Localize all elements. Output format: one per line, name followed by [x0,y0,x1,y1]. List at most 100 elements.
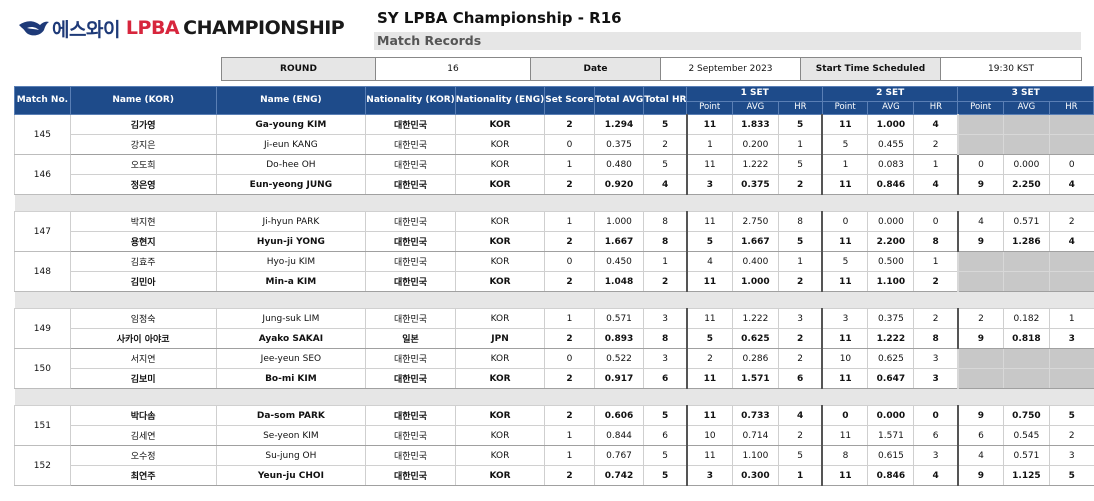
player-name-eng: Do-hee OH [215,154,366,175]
total-hr: 8 [643,211,687,232]
set3-point [956,271,1004,292]
set2-point: 5 [821,251,868,272]
player-row: 김민아 Min-a KIM 대한민국 KOR 2 1.048 2 11 1.000 2 11 1.10… [15,271,1094,292]
set3-point: 9 [956,174,1004,195]
nationality-kor: 대한민국 [365,154,456,175]
set-score: 2 [544,405,595,426]
set2-hr: 3 [913,348,958,369]
set-score: 2 [544,368,595,389]
set1-hr: 4 [777,405,823,426]
player-row: 146 오도희 Do-hee OH 대한민국 KOR 1 0.480 5 11 1.222 5 1 0.… [14,154,1094,195]
nationality-kor: 대한민국 [365,271,456,292]
col-header-set-score: Set Score [544,86,595,115]
set2-point: 1 [821,154,868,175]
set-score: 1 [544,445,595,466]
set3-point: 0 [956,154,1004,175]
total-avg: 0.480 [593,154,644,175]
player-name-eng: Su-jung OH [215,445,366,466]
player-name-eng: Hyo-ju KIM [215,251,366,272]
player-row: 최연주 Yeun-ju CHOI 대한민국 KOR 2 0.742 5 3 0.300 1 11 0.… [15,465,1094,486]
set3-hr: 3 [1048,445,1094,466]
set3-point: 9 [956,405,1004,426]
set2-hr: 6 [913,425,958,446]
col-header-match: Match No. [14,86,71,115]
set2-point: 11 [821,425,868,446]
set1-hr: 5 [777,154,823,175]
player-row: 150 서지연 Jee-yeun SEO 대한민국 KOR 0 0.522 3 2 0.286 2 1… [14,348,1094,389]
total-hr: 1 [643,251,687,272]
set1-avg: 0.714 [731,425,779,446]
set3-hr [1048,271,1094,292]
set3-hr: 2 [1048,211,1094,232]
total-hr: 2 [643,134,687,155]
set3-avg [1002,271,1050,292]
player-row: 147 박지현 Ji-hyun PARK 대한민국 KOR 1 1.000 8 11 2.750 8… [14,211,1094,252]
set3-hr: 4 [1048,174,1094,195]
set2-avg: 0.455 [867,134,914,155]
player-name-kor: 김민아 [69,271,216,292]
set1-point: 11 [685,114,733,135]
set1-hr: 2 [777,174,823,195]
set2-avg: 2.200 [867,231,914,252]
total-hr: 6 [643,425,687,446]
col-header-name-kor: Name (KOR) [69,86,217,115]
nationality-kor: 대한민국 [365,445,456,466]
set3-hr: 0 [1048,154,1094,175]
page-subtitle: Match Records [374,32,1081,50]
set-score: 1 [544,211,595,232]
nationality-kor: 대한민국 [365,231,456,252]
set2-avg: 1.000 [867,114,914,135]
player-row: 145 김가영 Ga-young KIM 대한민국 KOR 2 1.294 5 11 1.833 5… [14,114,1094,155]
match-records-table: Match No. Name (KOR) Name (ENG) National… [14,86,1094,486]
total-hr: 5 [643,445,687,466]
set2-avg: 0.000 [867,405,914,426]
player-name-kor: 김가영 [69,114,216,135]
set2-hr: 2 [913,271,958,292]
set1-avg: 1.571 [731,368,779,389]
set1-avg: 0.286 [731,348,779,369]
col-header-nat-kor: Nationality (KOR) [365,86,456,115]
set3-avg [1002,114,1050,135]
total-avg: 1.294 [593,114,644,135]
set2-avg: 1.222 [867,328,914,349]
nationality-eng: KOR [454,154,545,175]
set2-hr: 2 [913,134,958,155]
nationality-eng: KOR [454,348,545,369]
set-score: 1 [544,308,595,329]
total-avg: 0.893 [593,328,644,349]
set2-avg: 1.571 [867,425,914,446]
separator-cell [14,291,1094,309]
set2-avg-header: AVG [867,101,915,115]
set3-avg [1002,251,1050,272]
set1-point-header: Point [686,101,733,115]
set3-point: 2 [956,308,1004,329]
set2-avg: 0.625 [867,348,914,369]
match-number: 150 [14,348,71,389]
player-name-kor: 임정숙 [69,308,216,329]
set2-point: 11 [821,231,868,252]
set-score: 2 [544,231,595,252]
total-avg: 1.048 [593,271,644,292]
set2-hr: 2 [913,308,958,329]
set1-point: 10 [685,425,733,446]
set1-point: 3 [685,174,733,195]
player-name-eng: Ayako SAKAI [215,328,366,349]
player-name-eng: Ji-hyun PARK [215,211,366,232]
set1-hr: 1 [777,134,823,155]
player-name-eng: Da-som PARK [215,405,366,426]
set3-hr [1048,251,1094,272]
set3-hr: 5 [1048,465,1094,486]
nationality-kor: 대한민국 [365,211,456,232]
set-score: 1 [544,154,595,175]
set1-point: 11 [685,405,733,426]
separator-cell [14,388,1094,406]
player-row: 정은영 Eun-yeong JUNG 대한민국 KOR 2 0.920 4 3 0.375 2 11… [15,174,1094,195]
player-name-kor: 박지현 [69,211,216,232]
player-name-kor: 정은영 [69,174,216,195]
set3-hr [1048,348,1094,369]
player-row: 149 임정숙 Jung-suk LIM 대한민국 KOR 1 0.571 3 11 1.222 3… [14,308,1094,349]
set1-point: 2 [685,348,733,369]
set1-hr: 1 [777,465,823,486]
set2-avg: 1.100 [867,271,914,292]
start-time-label: Start Time Scheduled [800,57,941,81]
